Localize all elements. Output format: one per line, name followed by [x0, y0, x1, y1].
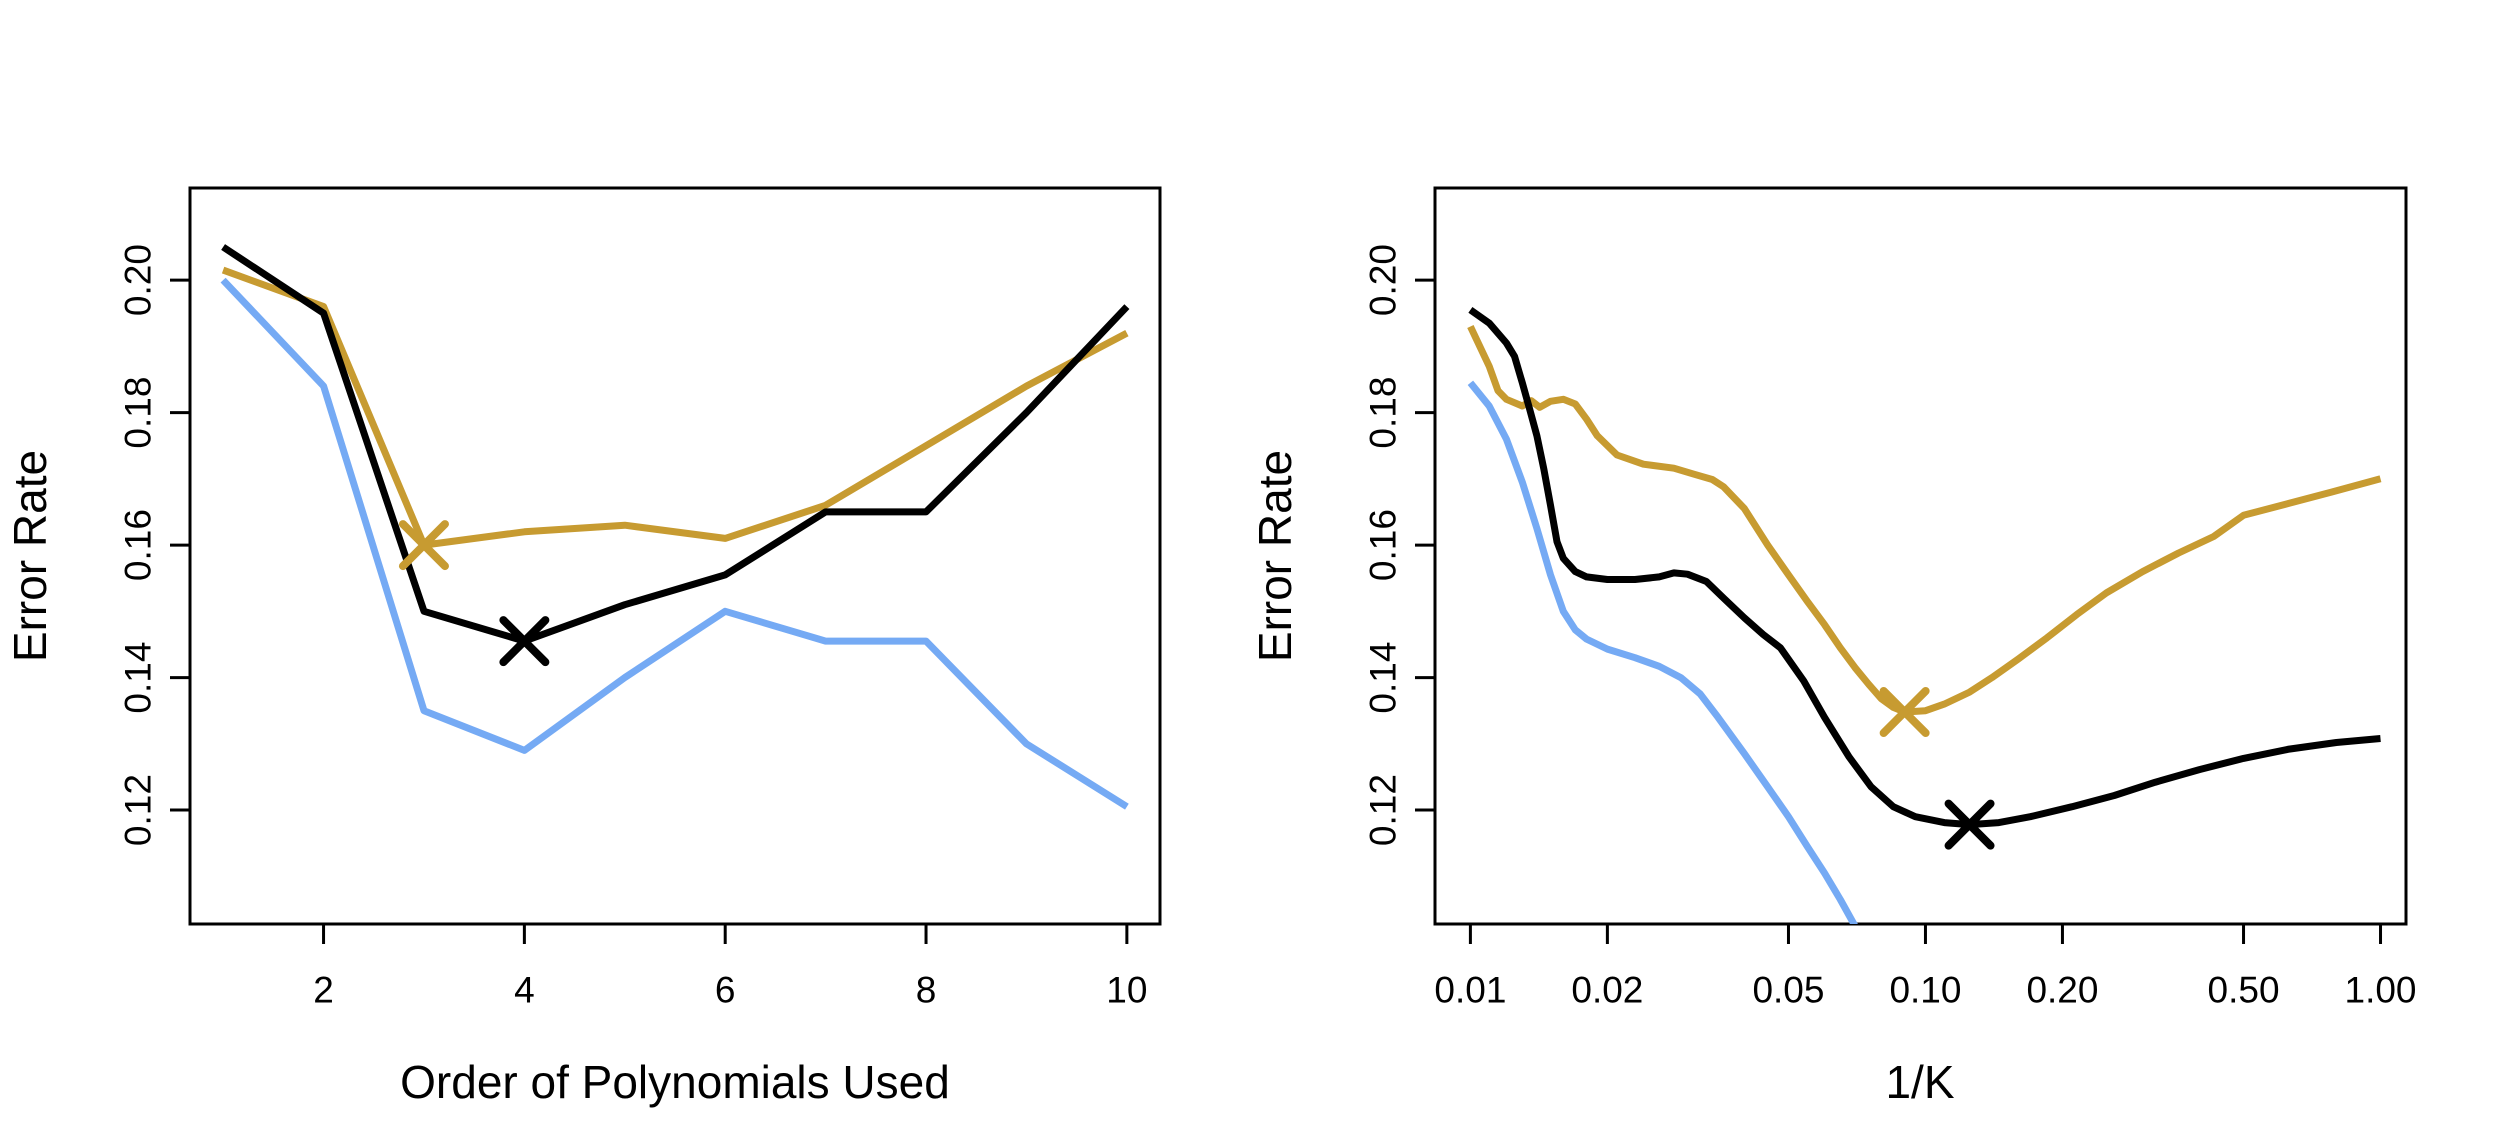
- plot-box: [1433, 186, 2408, 926]
- x-tick-label: 0.02: [1571, 970, 1643, 1011]
- y-tick-label: 0.12: [1363, 774, 1404, 846]
- y-tick-label: 0.20: [1363, 244, 1404, 316]
- x-tick-label: 4: [514, 970, 535, 1011]
- gold-min-marker: [398, 520, 449, 571]
- y-tick-label: 0.16: [118, 509, 159, 581]
- black-min-marker: [1944, 799, 1995, 850]
- gold-series-line: [221, 266, 1129, 549]
- y-tick-label: 0.12: [118, 774, 159, 846]
- plot-box: [188, 186, 1162, 926]
- x-tick-label: 10: [1106, 970, 1147, 1011]
- x-tick-label: 1.00: [2345, 970, 2417, 1011]
- right-x-axis-title: 1/K: [1885, 1056, 1954, 1108]
- right-chart: 0.01 0.02 0.05 0.10 0.20 0.50 1.00 0.12 0.14 0.16…: [1249, 186, 2417, 1108]
- gold-min-marker: [1879, 687, 1930, 738]
- left-chart: 2 4 6 8 10 0.12 0.14 0.16 0.18 0.20 Order of Poly…: [4, 186, 1162, 1108]
- x-tick-label: 6: [715, 970, 736, 1011]
- y-tick-label: 0.14: [118, 642, 159, 714]
- left-x-axis-title: Order of Polynomials Used: [400, 1056, 950, 1108]
- blue-series-line: [220, 277, 1129, 810]
- y-tick-label: 0.20: [118, 244, 159, 316]
- y-tick-label: 0.18: [118, 377, 159, 449]
- left-chart-plot-area: 2 4 6 8 10 0.12 0.14 0.16 0.18 0.20: [118, 186, 1162, 1011]
- y-tick-label: 0.16: [1363, 509, 1404, 581]
- black-series-line: [221, 244, 1130, 645]
- x-tick-label: 0.01: [1434, 970, 1506, 1011]
- x-tick-label: 8: [916, 970, 937, 1011]
- blue-series-line: [1467, 380, 1858, 924]
- left-y-axis-title: Error Rate: [4, 450, 56, 662]
- black-series-line: [1468, 307, 2381, 829]
- x-tick-label: 0.05: [1752, 970, 1824, 1011]
- x-tick-label: 2: [313, 970, 334, 1011]
- x-tick-label: 0.50: [2208, 970, 2280, 1011]
- y-tick-label: 0.18: [1363, 377, 1404, 449]
- right-y-axis-title: Error Rate: [1249, 450, 1301, 662]
- black-min-marker: [499, 616, 550, 667]
- x-tick-label: 0.10: [1889, 970, 1961, 1011]
- x-tick-label: 0.20: [2026, 970, 2098, 1011]
- y-tick-label: 0.14: [1363, 642, 1404, 714]
- right-chart-plot-area: 0.01 0.02 0.05 0.10 0.20 0.50 1.00 0.12 0.14 0.16…: [1363, 186, 2417, 1011]
- gold-series-line: [1467, 325, 2382, 716]
